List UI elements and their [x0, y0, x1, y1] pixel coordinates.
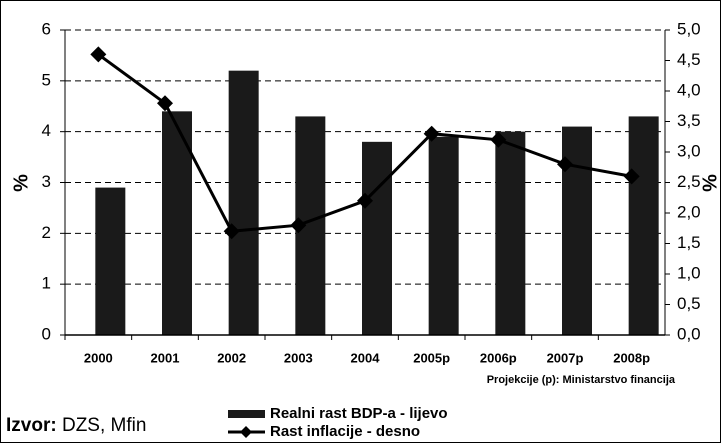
y2-tick-label: 0,5	[677, 294, 701, 313]
x-tick-label: 2000	[84, 350, 113, 365]
y2-tick-label: 5,0	[677, 19, 701, 38]
y2-tick-label: 1,5	[677, 233, 701, 252]
x-tick-label: 2006p	[480, 350, 517, 365]
x-tick-label: 2002	[217, 350, 246, 365]
source-text: DZS, Mfin	[62, 415, 146, 436]
bar	[495, 131, 526, 335]
y-tick-label: 0	[42, 324, 51, 343]
x-tick-label: 2008p	[613, 350, 650, 365]
line-marker	[623, 168, 640, 185]
line-marker	[90, 46, 107, 63]
y-tick-label: 3	[42, 172, 51, 191]
x-tick-label: 2003	[284, 350, 313, 365]
bar	[95, 187, 126, 335]
line-marker	[223, 223, 240, 240]
line-marker	[423, 125, 440, 142]
x-tick-label: 2007p	[547, 350, 584, 365]
x-tick-label: 2001	[151, 350, 180, 365]
y2-tick-label: 2,5	[677, 172, 701, 191]
line-marker	[290, 217, 307, 234]
y2-tick-label: 4,5	[677, 50, 701, 69]
legend-label: Realni rast BDP-a - lijevo	[270, 405, 448, 422]
legend-swatch	[228, 410, 265, 418]
y2-tick-label: 0,0	[677, 324, 701, 343]
y2-tick-label: 4,0	[677, 80, 701, 99]
annotation: Projekcije (p): Ministarstvo financija	[487, 374, 676, 386]
y2-tick-label: 2,0	[677, 202, 701, 221]
y2-tick-label: 3,0	[677, 141, 701, 160]
source-label: Izvor:	[6, 415, 57, 436]
y2-axis-label: %	[698, 174, 720, 192]
line-marker	[157, 95, 173, 112]
legend-marker	[240, 426, 252, 438]
y-axis-label: %	[10, 174, 32, 192]
x-tick-label: 2004	[351, 350, 381, 365]
y-tick-label: 1	[42, 274, 51, 293]
y-tick-label: 2	[42, 223, 51, 242]
x-tick-label: 2005p	[413, 350, 450, 365]
y-tick-label: 5	[42, 70, 51, 89]
bar	[228, 70, 259, 336]
bar	[362, 141, 392, 335]
y-tick-label: 4	[42, 121, 51, 140]
line-marker	[357, 192, 373, 209]
line-marker	[557, 156, 573, 173]
y2-tick-label: 1,0	[677, 263, 701, 282]
bar	[428, 136, 459, 335]
y2-tick-label: 3,5	[677, 111, 701, 130]
bar	[628, 116, 659, 336]
y-tick-label: 6	[42, 19, 51, 38]
source: Izvor: DZS, Mfin	[6, 415, 146, 436]
legend-label: Rast inflacije - desno	[270, 423, 420, 440]
line-marker	[490, 131, 507, 148]
